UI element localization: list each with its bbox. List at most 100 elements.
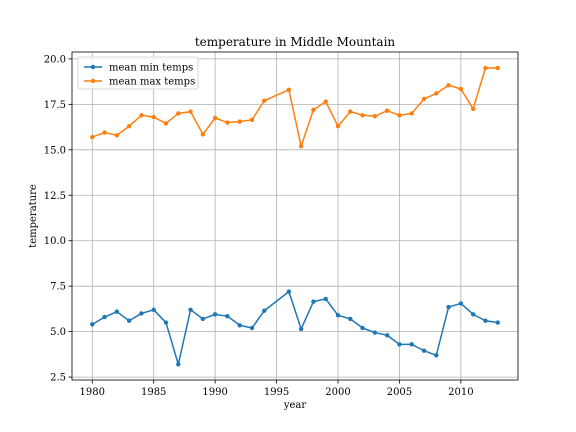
data-point	[286, 87, 292, 93]
data-point	[286, 289, 292, 294]
y-axis-ticks: 2.5 5.0 7.5 10.0 12.5 15.0 17.5 20.0	[44, 54, 72, 384]
data-point	[262, 308, 267, 313]
y-tick-label: 12.5	[44, 191, 66, 202]
data-point	[188, 109, 193, 114]
data-point	[237, 323, 242, 328]
x-axis-ticks: 1980 1985 1990 1995 2000 2005 2010	[80, 380, 474, 398]
y-tick-label: 20.0	[44, 54, 66, 65]
data-point	[446, 83, 451, 88]
data-point	[434, 353, 439, 358]
data-point	[372, 330, 378, 335]
data-point	[176, 111, 181, 116]
data-point	[163, 320, 169, 325]
data-point	[298, 143, 304, 149]
data-point	[200, 316, 206, 322]
series-layer	[90, 65, 500, 367]
y-axis-label: temperature	[28, 184, 39, 248]
data-point	[409, 342, 414, 347]
data-point	[225, 120, 230, 125]
chart-title: temperature in Middle Mountain	[195, 35, 396, 49]
data-point	[176, 362, 181, 367]
data-point	[335, 123, 341, 129]
y-tick-label: 5.0	[50, 327, 66, 338]
data-point	[139, 113, 144, 118]
legend-marker	[90, 78, 96, 84]
legend-box	[77, 56, 199, 90]
x-tick-label: 2000	[325, 387, 350, 398]
data-point	[311, 107, 316, 113]
data-point	[102, 314, 107, 320]
legend-item: mean max temps	[84, 77, 195, 88]
data-point	[262, 98, 267, 103]
data-point	[360, 325, 365, 331]
data-point	[323, 296, 328, 302]
data-point	[212, 115, 218, 121]
data-point	[323, 99, 328, 104]
x-tick-label: 1980	[80, 387, 105, 398]
data-point	[237, 119, 242, 124]
x-tick-label: 2005	[387, 387, 412, 398]
data-point	[151, 307, 156, 313]
data-point	[483, 65, 488, 71]
legend-marker	[90, 64, 96, 70]
legend: mean min temps mean max temps	[77, 56, 199, 90]
x-axis-label: year	[283, 400, 307, 411]
x-tick-label: 1990	[202, 387, 227, 398]
data-point	[384, 108, 390, 113]
y-tick-label: 17.5	[44, 100, 66, 111]
data-point	[409, 111, 414, 116]
data-point	[126, 318, 132, 323]
data-point	[348, 316, 353, 322]
data-point	[458, 86, 464, 92]
legend-label: mean max temps	[109, 77, 195, 88]
data-point	[298, 326, 304, 332]
data-point	[483, 318, 488, 323]
y-tick-label: 10.0	[44, 236, 66, 247]
data-point	[102, 130, 107, 135]
data-point	[470, 312, 476, 317]
grid-lines	[72, 52, 518, 380]
data-point	[151, 114, 156, 120]
data-point	[421, 96, 427, 102]
x-tick-label: 1995	[264, 387, 289, 398]
data-point	[225, 313, 230, 319]
legend-label: mean min temps	[109, 63, 193, 74]
data-point	[311, 299, 316, 304]
data-point	[90, 322, 95, 327]
data-point	[249, 117, 255, 123]
data-point	[495, 320, 500, 325]
data-point	[163, 121, 169, 126]
data-point	[434, 91, 439, 96]
legend-item: mean min temps	[84, 63, 193, 74]
data-point	[188, 307, 193, 313]
x-tick-label: 1985	[141, 387, 166, 398]
y-tick-label: 7.5	[50, 282, 66, 293]
data-point	[495, 65, 500, 71]
series-2	[90, 65, 500, 149]
data-point	[372, 113, 378, 119]
data-point	[212, 312, 218, 317]
data-point	[90, 134, 95, 140]
data-point	[458, 301, 464, 306]
data-point	[126, 123, 132, 129]
data-point	[384, 333, 390, 338]
data-point	[470, 106, 476, 112]
y-tick-label: 2.5	[50, 373, 66, 384]
data-point	[397, 113, 402, 118]
data-point	[139, 311, 144, 316]
data-point	[360, 113, 365, 118]
data-point	[114, 133, 120, 138]
series-1	[90, 289, 500, 367]
plot-frame	[71, 51, 519, 381]
data-point	[114, 309, 120, 314]
y-tick-label: 15.0	[44, 145, 66, 156]
data-point	[421, 348, 427, 353]
x-tick-label: 2010	[448, 387, 473, 398]
data-point	[397, 342, 402, 347]
data-point	[348, 109, 353, 114]
data-point	[249, 325, 255, 331]
data-point	[200, 132, 206, 137]
data-point	[335, 313, 341, 318]
data-point	[446, 304, 451, 310]
